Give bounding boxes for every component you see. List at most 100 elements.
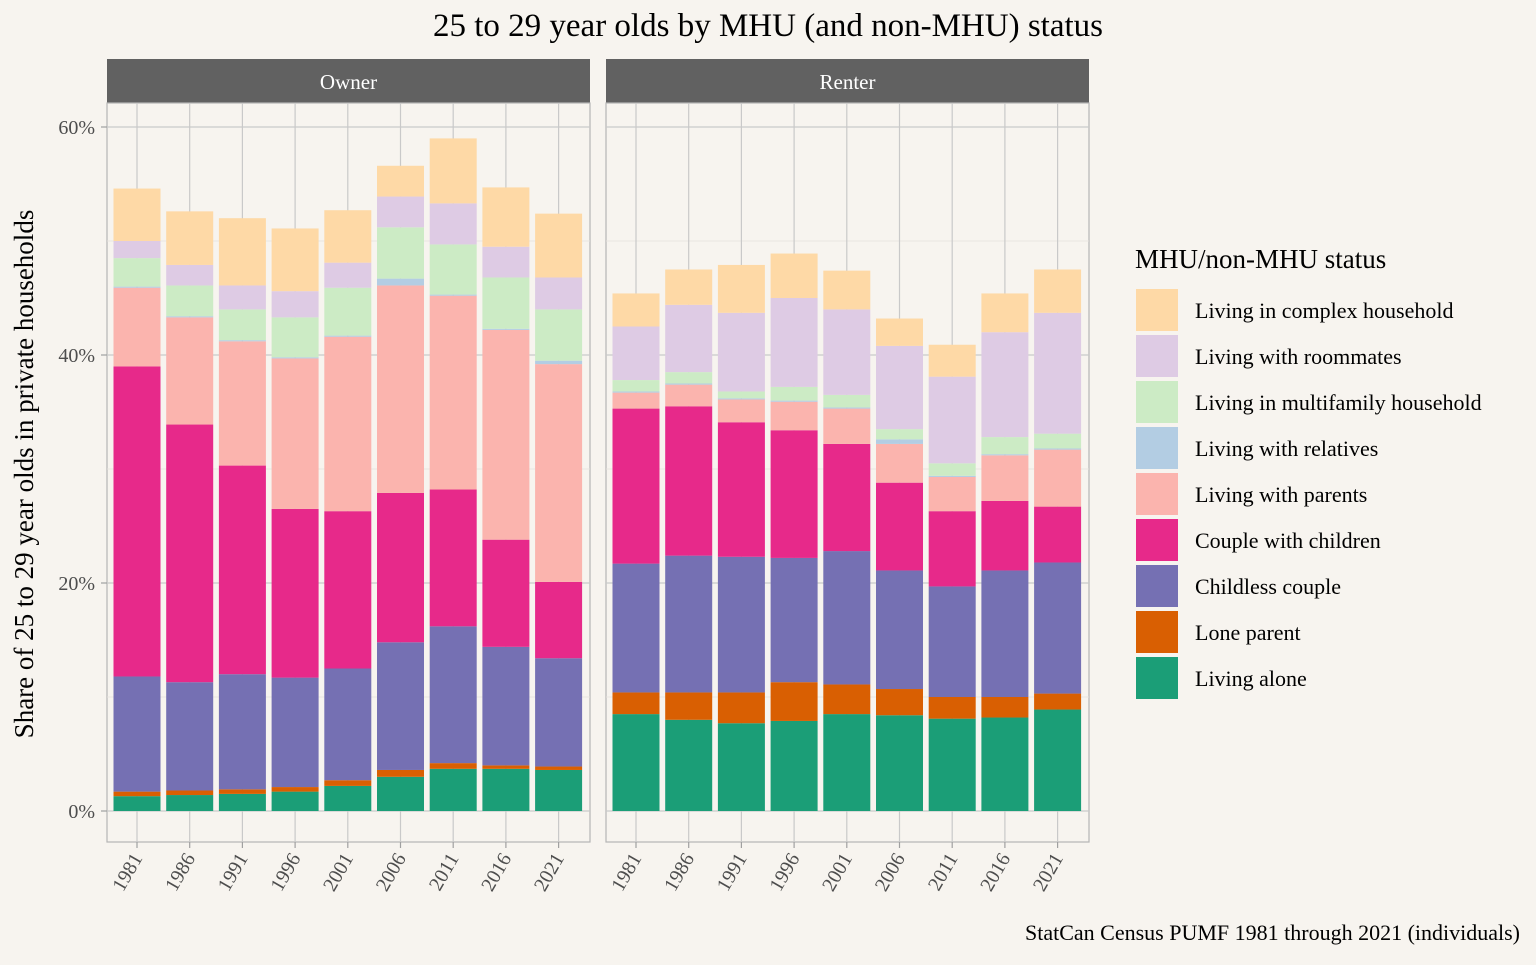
- bar-segment-renter-1986-living-in-multifamily-household: [665, 372, 713, 384]
- y-tick-label: 60%: [58, 117, 95, 139]
- bar-segment-renter-1986-lone-parent: [665, 692, 713, 720]
- bar-segment-renter-2011-living-with-parents: [928, 476, 976, 512]
- bar-segment-owner-2006-living-alone: [377, 776, 424, 811]
- bar-segment-renter-2016-living-in-complex-household: [981, 293, 1029, 333]
- bar-segment-renter-1981-living-alone: [612, 714, 660, 811]
- bar-segment-renter-1991-lone-parent: [717, 692, 765, 724]
- x-tick-label: 2016: [976, 850, 1015, 896]
- bar-segment-renter-2001-living-with-relatives: [823, 407, 871, 409]
- bar-segment-renter-1981-living-with-relatives: [612, 391, 660, 393]
- bar-segment-renter-2001-childless-couple: [823, 551, 871, 685]
- bar-segment-owner-1986-living-in-multifamily-household: [166, 285, 214, 317]
- bar-segment-owner-2006-living-with-parents: [377, 285, 424, 493]
- x-tick-label: 2001: [319, 850, 358, 896]
- bar-segment-owner-1991-living-with-parents: [218, 341, 266, 466]
- bar-segment-renter-1991-childless-couple: [717, 556, 765, 693]
- bar-segment-renter-1986-living-alone: [665, 719, 713, 811]
- bar-segment-owner-1986-living-with-relatives: [166, 316, 214, 318]
- panel-renter: Renter 1981 1986 1991 1996 2001 2006 2011 2016 20…: [605, 59, 1090, 896]
- bar-segment-owner-2011-living-alone: [429, 768, 477, 811]
- x-tick-label: 2001: [818, 850, 857, 896]
- bar-segment-renter-1991-living-with-relatives: [717, 398, 765, 400]
- bar-segment-renter-2016-couple-with-children: [981, 500, 1029, 571]
- bar-segment-owner-1981-living-in-multifamily-household: [113, 258, 161, 287]
- bar-segment-owner-2001-living-with-parents: [324, 336, 372, 512]
- bar-segment-owner-2006-childless-couple: [377, 642, 424, 770]
- bar-segment-renter-1981-living-in-multifamily-household: [612, 380, 660, 392]
- bar-segment-owner-2021-childless-couple: [535, 658, 583, 767]
- bar-segment-owner-1991-living-in-multifamily-household: [218, 309, 266, 341]
- bar-segment-renter-2001-living-with-roommates: [823, 309, 871, 395]
- y-tick-label: 0%: [68, 801, 95, 823]
- bar-segment-renter-2001-couple-with-children: [823, 443, 871, 552]
- bar-segment-renter-2006-living-alone: [876, 715, 923, 811]
- y-axis-label: Share of 25 to 29 year olds in private h…: [9, 210, 39, 739]
- bar-segment-renter-2021-living-with-roommates: [1034, 312, 1082, 434]
- bar-segment-renter-1996-childless-couple: [770, 557, 818, 683]
- bar-segment-renter-1986-childless-couple: [665, 555, 713, 693]
- bar-segment-renter-1981-living-in-complex-household: [612, 293, 660, 327]
- bar-segment-owner-2001-lone-parent: [324, 780, 372, 786]
- bar-segment-renter-1981-living-with-parents: [612, 392, 660, 409]
- bar-segment-renter-1996-living-in-complex-household: [770, 253, 818, 298]
- bar-segment-renter-2021-living-with-relatives: [1034, 448, 1082, 450]
- bar-segment-renter-2006-couple-with-children: [876, 482, 923, 571]
- bar-segment-owner-2011-living-with-relatives: [429, 294, 477, 296]
- bar-segment-owner-1981-living-with-roommates: [113, 241, 161, 259]
- bar-segment-renter-2021-childless-couple: [1034, 562, 1082, 694]
- bar-segment-renter-2001-living-with-parents: [823, 408, 871, 444]
- bar-segment-renter-2011-living-with-relatives: [928, 475, 976, 477]
- bar-segment-renter-1991-living-with-roommates: [717, 312, 765, 392]
- chart-title: 25 to 29 year olds by MHU (and non-MHU) …: [433, 8, 1103, 44]
- bar-segment-renter-2021-couple-with-children: [1034, 506, 1082, 563]
- bar-segment-renter-2001-living-in-complex-household: [823, 270, 871, 310]
- bar-segment-renter-1986-couple-with-children: [665, 406, 713, 556]
- bar-segment-owner-1991-living-in-complex-household: [218, 218, 266, 286]
- bar-segment-owner-1991-couple-with-children: [218, 465, 266, 675]
- bar-segment-owner-1981-living-alone: [113, 796, 161, 811]
- legend: MHU/non-MHU status Living in complex hou…: [1135, 244, 1482, 699]
- legend-label-living-alone: Living alone: [1195, 666, 1307, 691]
- bar-segment-owner-1996-living-in-multifamily-household: [271, 317, 319, 358]
- legend-key-living-in-multifamily-household: [1136, 381, 1178, 423]
- bar-segment-owner-2006-lone-parent: [377, 769, 424, 777]
- legend-key-living-with-roommates: [1136, 335, 1178, 377]
- x-tick-label: 1986: [660, 850, 699, 896]
- bar-segment-owner-2001-couple-with-children: [324, 511, 372, 669]
- bar-segment-renter-2021-living-alone: [1034, 709, 1082, 811]
- facet-label-owner: Owner: [320, 70, 377, 94]
- legend-label-living-in-multifamily-household: Living in multifamily household: [1195, 390, 1482, 415]
- bar-segment-owner-2001-living-in-multifamily-household: [324, 287, 372, 336]
- bar-segment-owner-1986-living-with-parents: [166, 317, 214, 425]
- bar-segment-renter-1986-living-with-parents: [665, 384, 713, 407]
- bar-segment-renter-1981-childless-couple: [612, 563, 660, 693]
- bar-segment-owner-1986-lone-parent: [166, 790, 214, 796]
- bar-segment-owner-1986-living-in-complex-household: [166, 211, 214, 265]
- bar-segment-renter-1986-living-with-roommates: [665, 304, 713, 373]
- bar-segment-renter-2016-lone-parent: [981, 697, 1029, 718]
- legend-label-living-with-roommates: Living with roommates: [1195, 344, 1402, 369]
- chart-caption: StatCan Census PUMF 1981 through 2021 (i…: [1025, 920, 1520, 945]
- bar-segment-renter-1996-living-with-parents: [770, 401, 818, 431]
- bar-segment-renter-1996-living-in-multifamily-household: [770, 386, 818, 401]
- bar-segment-renter-1991-living-in-complex-household: [717, 264, 765, 313]
- bar-segment-owner-2021-living-with-roommates: [535, 277, 583, 310]
- bar-segment-owner-1981-lone-parent: [113, 791, 161, 797]
- bar-segment-renter-2016-living-with-relatives: [981, 454, 1029, 456]
- legend-label-couple-with-children: Couple with children: [1195, 528, 1381, 553]
- bar-segment-renter-2006-living-with-parents: [876, 443, 923, 483]
- bar-segment-renter-2021-living-in-complex-household: [1034, 269, 1082, 313]
- bar-segment-renter-1996-living-alone: [770, 720, 818, 811]
- bar-segment-owner-2006-living-with-roommates: [377, 196, 424, 228]
- panel-owner: Owner 1981 1986 1991 1996 2001 2006 2011 2016 202…: [58, 59, 591, 896]
- bar-segment-owner-2021-living-in-multifamily-household: [535, 309, 583, 361]
- bar-segment-renter-2021-lone-parent: [1034, 693, 1082, 710]
- bar-segment-owner-1981-living-with-relatives: [113, 286, 161, 288]
- legend-label-childless-couple: Childless couple: [1195, 574, 1341, 599]
- bar-segment-renter-2016-living-alone: [981, 717, 1029, 811]
- legend-label-living-with-relatives: Living with relatives: [1195, 436, 1378, 461]
- x-tick-label: 2006: [372, 850, 411, 896]
- bar-segment-owner-2021-living-in-complex-household: [535, 213, 583, 278]
- bar-segment-renter-2011-living-with-roommates: [928, 376, 976, 464]
